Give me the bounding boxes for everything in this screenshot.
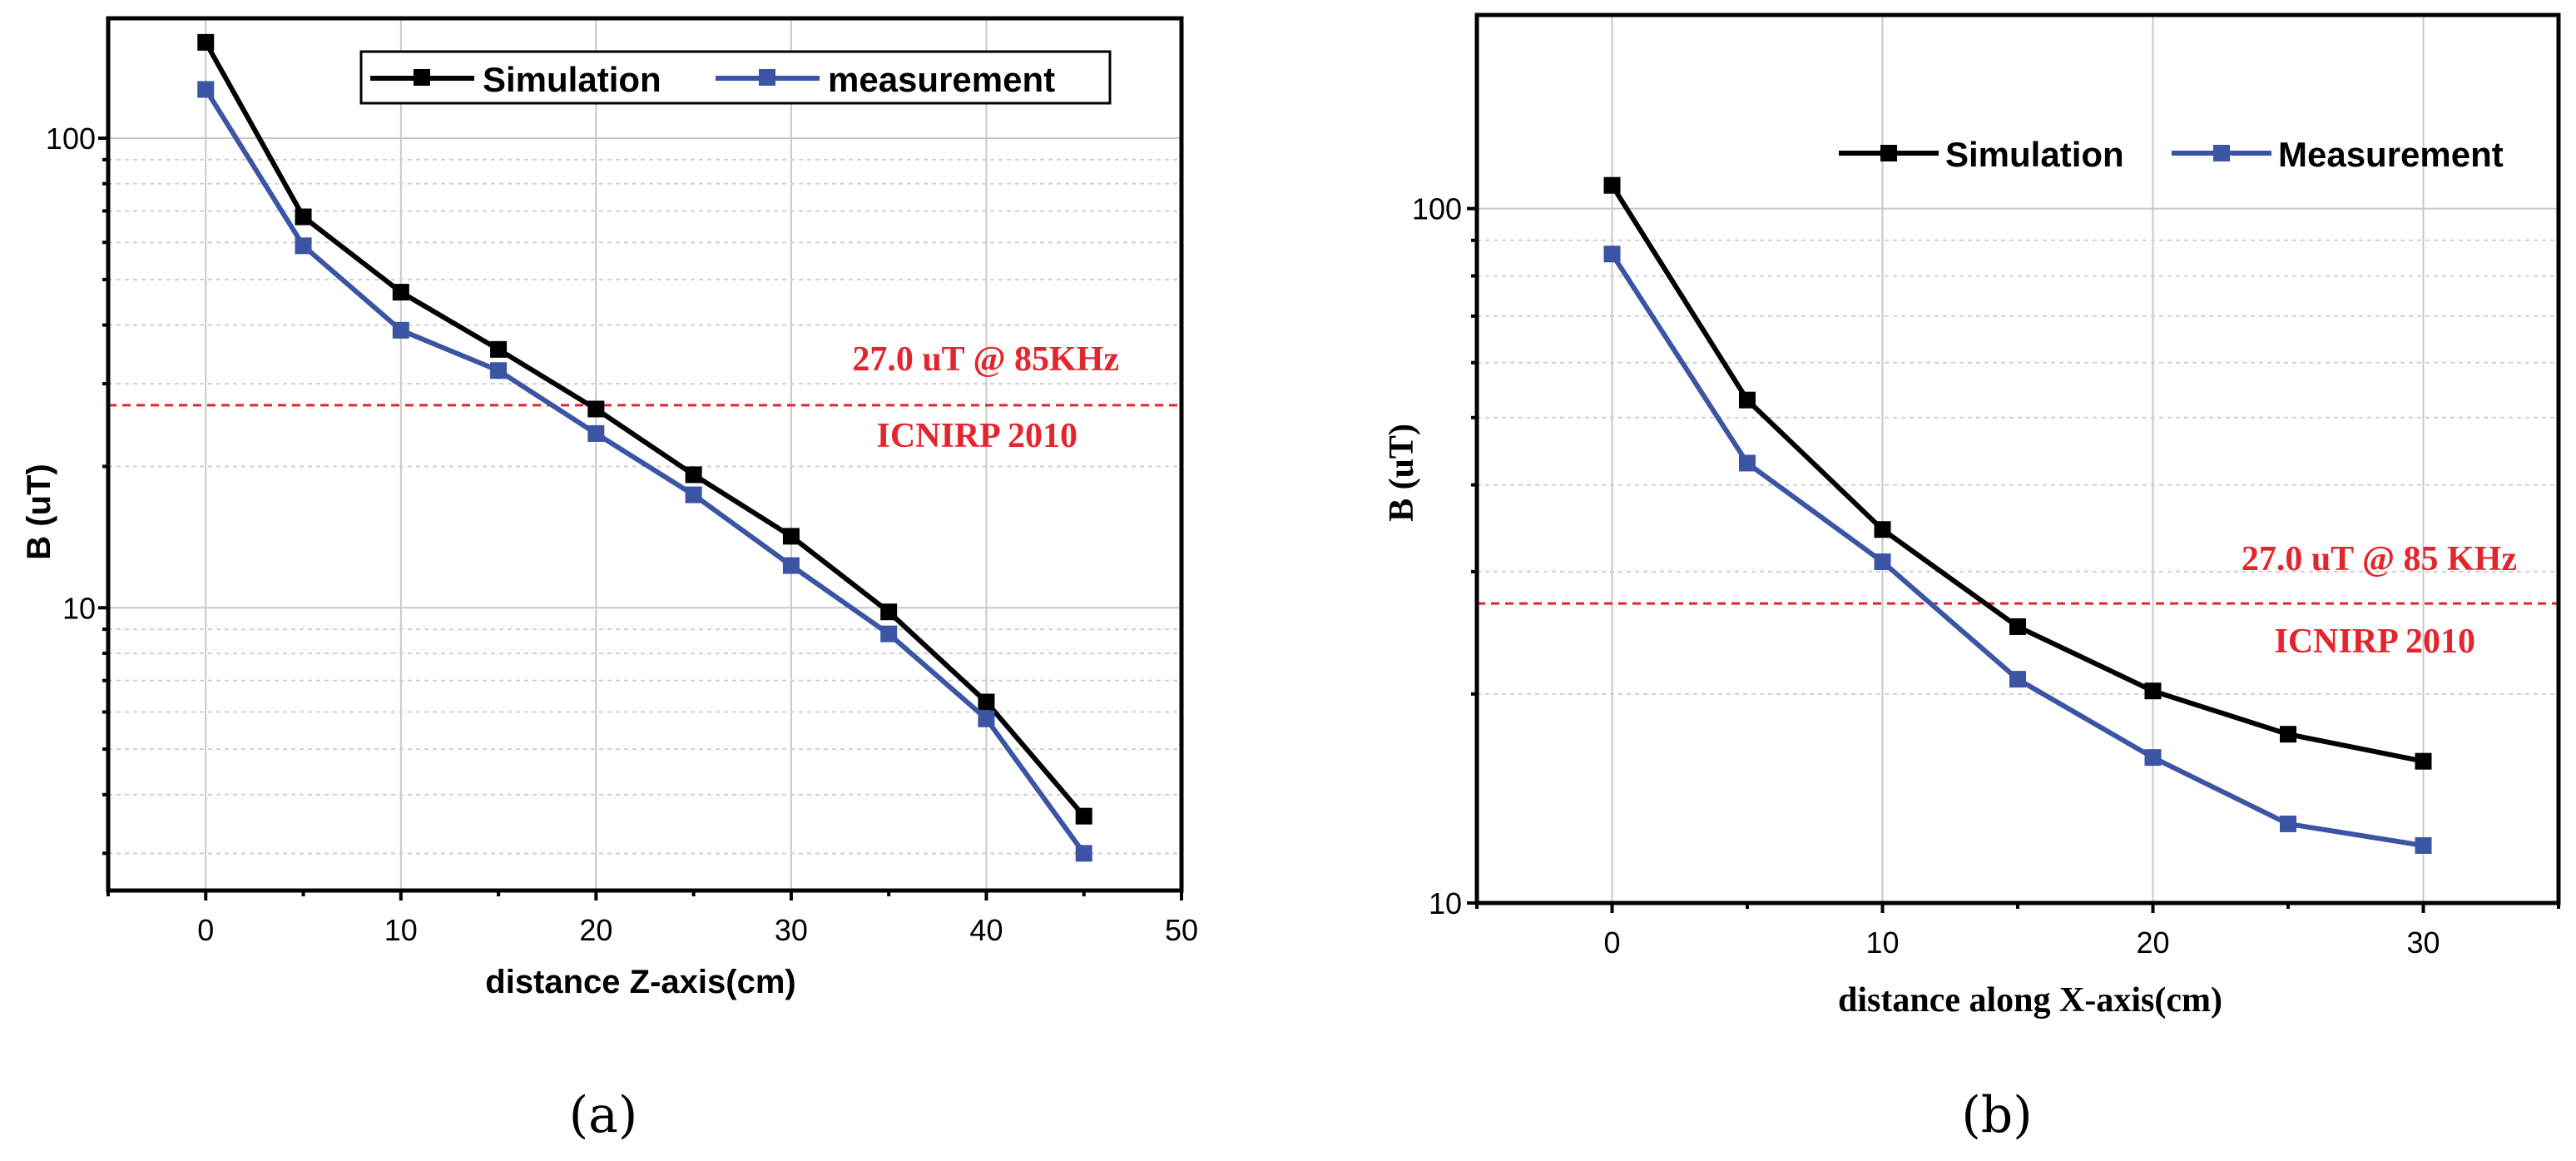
chart-b-legend-simulation-marker <box>1880 145 1897 161</box>
chart-a-measurement-point <box>782 557 800 574</box>
chart-b-measurement-point <box>2415 836 2432 854</box>
chart-a-measurement-point <box>880 625 898 643</box>
chart-b-x-tick-label: 30 <box>2406 925 2440 960</box>
chart-a-measurement-point <box>197 81 215 98</box>
chart-b-simulation-point <box>2144 682 2162 700</box>
chart-a-x-tick-label: 20 <box>579 913 612 947</box>
chart-b-measurement-point <box>2280 815 2296 832</box>
chart-b-caption: (b) <box>1961 1086 2032 1144</box>
chart-a-limit-annotation: 27.0 uT @ 85KHz <box>852 340 1119 379</box>
chart-a-simulation-point <box>978 693 995 711</box>
chart-a-simulation-point <box>782 528 800 545</box>
chart-a-simulation-point <box>587 400 605 418</box>
chart-a-measurement-point <box>685 486 702 504</box>
chart-a-measurement-point <box>490 362 508 380</box>
chart-b-x-tick-label: 20 <box>2136 925 2169 960</box>
chart-b-simulation-point <box>2280 726 2296 743</box>
chart-b-legend-measurement-label: Measurement <box>2278 135 2504 174</box>
chart-b-legend: Simulation Measurement <box>1839 135 2504 174</box>
chart-a: 0 10 20 30 40 50 10 100 distance Z-axis(cm) B … <box>21 16 1198 1144</box>
chart-b-x-tick-label: 0 <box>1603 925 1620 960</box>
chart-a-measurement-point <box>978 710 995 727</box>
chart-a-legend-simulation-label: Simulation <box>483 60 661 99</box>
chart-b-y-tick-labels: 10 100 <box>1412 192 1462 920</box>
chart-b-legend-measurement-marker <box>2213 145 2230 161</box>
chart-a-ticks <box>98 136 1183 901</box>
chart-b-x-tick-labels: 0 10 20 30 <box>1603 925 2440 960</box>
chart-b-measurement-point <box>2144 749 2162 767</box>
chart-a-x-tick-label: 30 <box>775 913 808 947</box>
chart-a-measurement-line <box>203 87 1087 856</box>
chart-b-simulation-point <box>1603 176 1621 194</box>
chart-a-legend: Simulation measurement <box>359 50 1112 105</box>
chart-a-legend-measurement-label: measurement <box>828 60 1055 99</box>
chart-a-simulation-point <box>1075 807 1092 825</box>
chart-a-simulation-line <box>203 41 1087 818</box>
chart-a-x-tick-labels: 0 10 20 30 40 50 <box>197 913 1198 947</box>
chart-a-simulation-point <box>880 603 898 621</box>
chart-a-simulation-point <box>490 340 508 358</box>
chart-b-limit-annotation: 27.0 uT @ 85 KHz <box>2242 540 2517 578</box>
chart-b-legend-simulation-label: Simulation <box>1945 135 2124 174</box>
chart-a-x-axis-label: distance Z-axis(cm) <box>485 964 795 1000</box>
chart-b-simulation-point <box>2009 618 2026 635</box>
chart-a-measurement-point <box>587 424 605 442</box>
chart-b-y-tick-label: 10 <box>1429 886 1462 920</box>
chart-b-ticks <box>1467 206 2560 913</box>
chart-b-measurement-point <box>2009 671 2026 688</box>
chart-a-simulation-point <box>392 284 409 301</box>
chart-b-y-tick-label: 100 <box>1412 192 1462 226</box>
chart-a-legend-measurement-marker <box>759 69 775 86</box>
chart-a-series <box>197 33 1092 862</box>
chart-a-y-tick-labels: 10 100 <box>46 122 96 625</box>
chart-b-simulation-point <box>2415 752 2432 770</box>
chart-a-x-tick-label: 0 <box>197 913 214 947</box>
chart-a-y-axis-label: B (uT) <box>21 464 57 560</box>
chart-a-y-tick-label: 10 <box>62 591 96 625</box>
chart-a-x-tick-label: 40 <box>969 913 1003 947</box>
chart-b-x-axis-label: distance along X-axis(cm) <box>1838 981 2222 1020</box>
chart-a-y-tick-label: 100 <box>46 122 96 156</box>
chart-b-standard-annotation: ICNIRP 2010 <box>2274 623 2475 661</box>
chart-a-simulation-point <box>197 33 215 51</box>
chart-b-simulation-point <box>1874 521 1891 538</box>
chart-b-series <box>1603 176 2432 854</box>
chart-b-y-axis-label: B (uT) <box>1383 424 1421 522</box>
chart-a-simulation-point <box>295 208 312 226</box>
chart-a-simulation-point <box>685 466 702 484</box>
chart-a-measurement-point <box>1075 845 1092 862</box>
chart-a-caption: (a) <box>569 1086 638 1144</box>
chart-b-measurement-point <box>1739 454 1756 472</box>
chart-a-legend-simulation-marker <box>414 69 430 86</box>
chart-b-measurement-point <box>1603 246 1621 263</box>
chart-b-simulation-point <box>1739 391 1756 409</box>
chart-a-measurement-point <box>392 321 409 339</box>
chart-a-standard-annotation: ICNIRP 2010 <box>876 417 1077 455</box>
chart-b-measurement-point <box>1874 553 1891 571</box>
chart-b-x-tick-label: 10 <box>1865 925 1899 960</box>
chart-a-x-tick-label: 50 <box>1165 913 1198 947</box>
chart-a-x-tick-label: 10 <box>384 913 418 947</box>
chart-a-measurement-point <box>295 237 312 255</box>
chart-a-plot-frame <box>106 16 1184 893</box>
